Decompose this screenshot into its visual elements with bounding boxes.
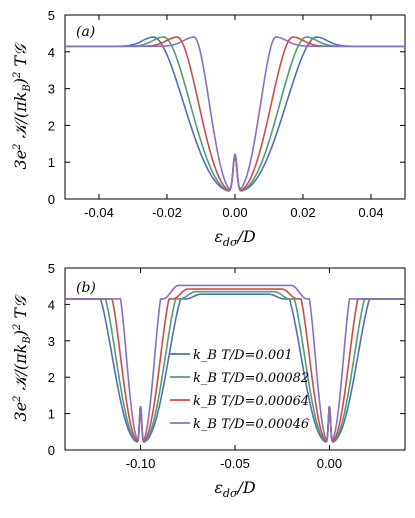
- panel-b-ytick-label: 2: [48, 370, 55, 385]
- panel-b-series-line-0: [65, 293, 405, 443]
- panel-b-xlabel: εdσ/D: [214, 478, 256, 500]
- panel-a-ytick-label: 2: [48, 118, 55, 133]
- panel-b: 0 1 2 3 4 5 -0.10 -0.05 0.00 (b) εdσ/D 3e2 𝒦/(πk…: [11, 261, 406, 500]
- panel-a-ytick-label: 4: [48, 45, 55, 60]
- panel-a-series-line-3: [65, 36, 405, 190]
- panel-b-xtick-label: -0.10: [126, 456, 156, 471]
- panel-b-ytick-label: 1: [48, 407, 55, 422]
- panel-b-label: (b): [76, 280, 96, 296]
- legend-entry: k_B T/D=0.00046: [193, 417, 309, 432]
- panel-a-series-line-2: [65, 36, 405, 191]
- panel-a-ylabel: 3e2 𝒦/(πkB)2 T𝒢: [11, 42, 33, 170]
- panel-b-series: [65, 284, 405, 443]
- legend-entry: k_B T/D=0.00082: [193, 371, 309, 386]
- panel-a: 0 1 2 3 4 5 -0.04 -0.02 0.00 0.02 0.04 (a) εdσ/D 3…: [11, 8, 406, 249]
- legend-entry: k_B T/D=0.001: [193, 348, 293, 363]
- panel-a-series-line-0: [65, 36, 405, 192]
- panel-a-ytick-label: 3: [48, 82, 55, 97]
- panel-b-ticks: 0 1 2 3 4 5 -0.10 -0.05 0.00: [48, 261, 405, 471]
- panel-b-legend: k_B T/D=0.001 k_B T/D=0.00082 k_B T/D=0.00…: [170, 348, 309, 432]
- panel-a-xtick-label: 0.02: [290, 205, 315, 220]
- panel-a-xtick-label: -0.04: [84, 205, 114, 220]
- panel-a-ytick-label: 5: [48, 8, 55, 23]
- panel-b-xtick-label: -0.05: [220, 456, 250, 471]
- panel-a-ytick-label: 1: [48, 155, 55, 170]
- panel-b-ylabel: 3e2 𝒦/(πkB)2 T𝒢: [11, 294, 33, 422]
- panel-a-series-line-1: [65, 36, 405, 192]
- panel-a-xtick-label: 0.04: [358, 205, 383, 220]
- panel-b-ytick-label: 3: [48, 334, 55, 349]
- panel-a-xlabel: εdσ/D: [214, 227, 256, 249]
- panel-b-series-line-1: [65, 290, 405, 443]
- panel-a-ticks: 0 1 2 3 4 5 -0.04 -0.02 0.00 0.02 0.04: [48, 8, 405, 220]
- panel-b-ytick-label: 4: [48, 297, 55, 312]
- panel-b-ytick-label: 0: [48, 443, 55, 458]
- panel-a-xtick-label: -0.02: [152, 205, 182, 220]
- panel-a-frame: [64, 14, 406, 200]
- panel-b-series-line-3: [65, 284, 405, 441]
- panel-b-series-line-2: [65, 288, 405, 443]
- panel-a-xtick-label: 0.00: [222, 205, 247, 220]
- panel-a-series: [65, 36, 405, 192]
- panel-b-ytick-label: 5: [48, 261, 55, 276]
- panel-a-ytick-label: 0: [48, 192, 55, 207]
- legend-entry: k_B T/D=0.00064: [193, 394, 309, 409]
- panel-b-xtick-label: 0.00: [317, 456, 342, 471]
- panel-a-label: (a): [76, 24, 95, 40]
